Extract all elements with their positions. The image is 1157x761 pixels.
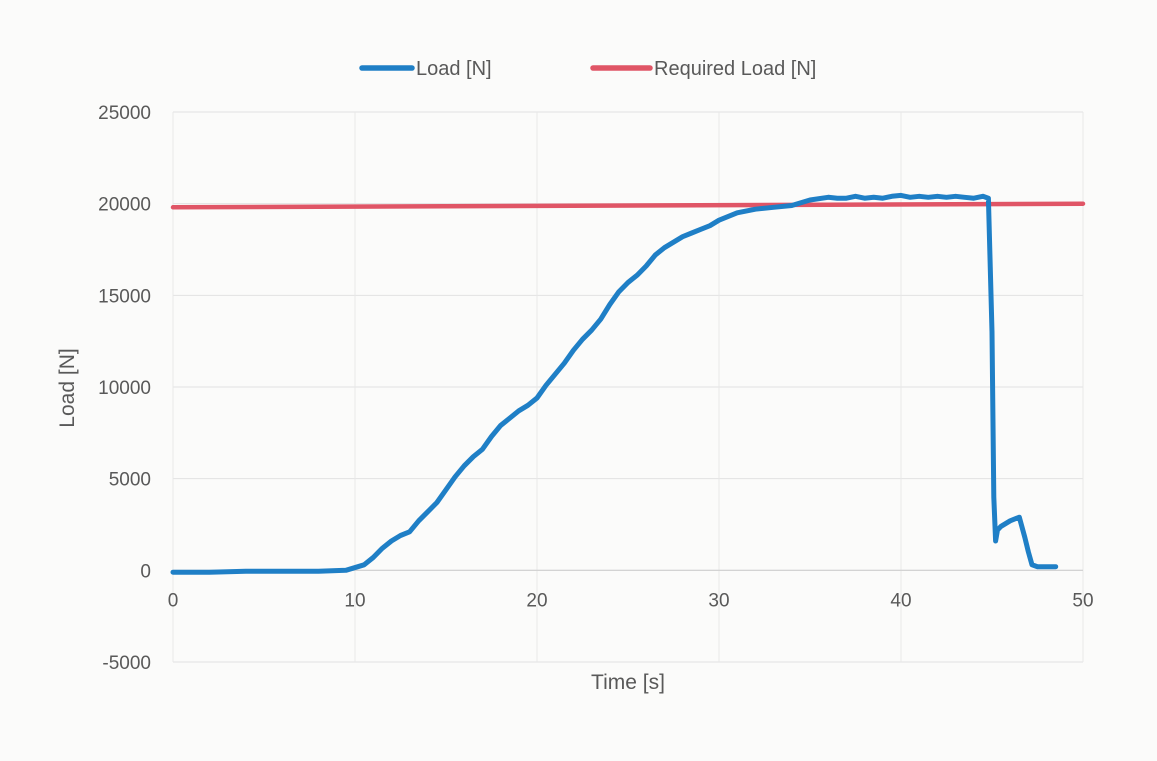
legend-item-load: Load [N] (359, 58, 492, 80)
y-tick-label: 5000 (109, 470, 151, 491)
series-group (170, 192, 1086, 575)
grid (172, 111, 1084, 663)
legend-item-required-load: Required Load [N] (590, 58, 816, 80)
legend: Load [N] Required Load [N] (359, 58, 816, 80)
series-line-required-load (170, 201, 1086, 210)
x-tick-label: 50 (1072, 590, 1093, 611)
y-tick-label: 15000 (98, 286, 151, 307)
x-tick-label: 40 (890, 590, 911, 611)
x-tick-label: 30 (708, 590, 729, 611)
y-tick-label: 10000 (98, 378, 151, 399)
x-tick-label: 20 (526, 590, 547, 611)
x-tick-labels: 0 10 20 30 40 50 (168, 590, 1094, 611)
legend-label: Required Load [N] (654, 58, 816, 80)
y-tick-label: 0 (140, 561, 151, 582)
x-tick-label: 0 (168, 590, 179, 611)
series-line-load (170, 192, 1059, 575)
y-tick-label: 20000 (98, 195, 151, 216)
legend-label: Load [N] (416, 58, 492, 80)
y-tick-label: 25000 (98, 103, 151, 124)
y-tick-label: -5000 (102, 653, 151, 674)
y-axis-title: Load [N] (56, 348, 79, 427)
x-axis-title: Time [s] (591, 671, 665, 694)
x-tick-label: 10 (344, 590, 365, 611)
y-tick-labels: -5000 0 5000 10000 15000 20000 25000 (98, 103, 151, 674)
